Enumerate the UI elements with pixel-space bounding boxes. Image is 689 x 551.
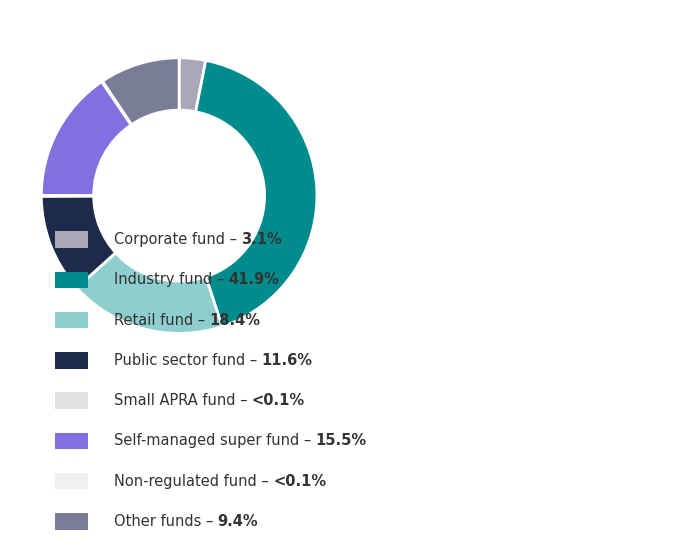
Text: Small APRA fund –: Small APRA fund – (114, 393, 251, 408)
Text: <0.1%: <0.1% (273, 473, 326, 489)
Text: Other funds –: Other funds – (114, 514, 218, 529)
Wedge shape (76, 253, 222, 333)
Text: 41.9%: 41.9% (229, 272, 280, 288)
Text: Retail fund –: Retail fund – (114, 312, 209, 328)
Wedge shape (196, 61, 317, 327)
Text: Public sector fund –: Public sector fund – (114, 353, 262, 368)
Text: 9.4%: 9.4% (218, 514, 258, 529)
Text: 18.4%: 18.4% (209, 312, 260, 328)
Text: 11.6%: 11.6% (262, 353, 313, 368)
Text: Industry fund –: Industry fund – (114, 272, 229, 288)
Wedge shape (103, 58, 179, 125)
Wedge shape (102, 81, 132, 125)
Text: 3.1%: 3.1% (241, 232, 282, 247)
Text: Non-regulated fund –: Non-regulated fund – (114, 473, 273, 489)
Text: 15.5%: 15.5% (316, 433, 367, 449)
Text: <0.1%: <0.1% (251, 393, 305, 408)
Wedge shape (41, 82, 131, 196)
Wedge shape (179, 58, 206, 112)
Text: Corporate fund –: Corporate fund – (114, 232, 241, 247)
Text: Self-managed super fund –: Self-managed super fund – (114, 433, 316, 449)
Wedge shape (41, 196, 116, 288)
